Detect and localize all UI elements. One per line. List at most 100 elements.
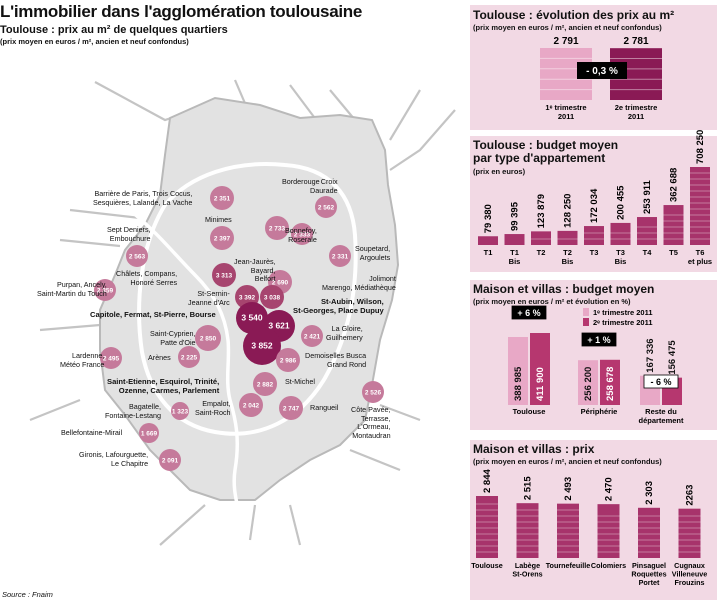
bar-value-label: 256 200 bbox=[583, 367, 594, 401]
district-value: 2 986 bbox=[280, 358, 297, 365]
district-label: Gironis, Lafourguette, Le Chapitre bbox=[79, 450, 149, 468]
bar-category-label: Roquettes bbox=[631, 570, 666, 579]
bar bbox=[508, 337, 528, 405]
district-bubble: 3 540 bbox=[236, 302, 268, 334]
bar-value-label: 156 475 bbox=[667, 340, 678, 375]
district-bubble: 2 351 bbox=[210, 186, 234, 210]
district-value: 2 351 bbox=[214, 196, 231, 203]
district-bubble: 3 038 bbox=[260, 285, 284, 309]
source-note: Source : Fnaim bbox=[2, 590, 53, 599]
district-bubble: 2 042 bbox=[239, 393, 263, 417]
district-bubble: 1 669 bbox=[139, 423, 159, 443]
chart2-subtitle: (prix en euros) bbox=[473, 167, 526, 176]
district-label: Soupetard, Argoulets bbox=[355, 244, 391, 262]
bar-value-label: 79 380 bbox=[483, 204, 494, 233]
bar bbox=[690, 167, 710, 245]
bar-value-label: 128 250 bbox=[563, 194, 574, 228]
district-bubble: 2 850 bbox=[195, 325, 221, 351]
bar-category-label: Portet bbox=[639, 578, 660, 587]
bar-category-label: T2 bbox=[563, 248, 572, 257]
district-label: St-Michel bbox=[285, 377, 315, 386]
legend-swatch bbox=[583, 308, 589, 316]
bar-value-label: 172 034 bbox=[589, 188, 600, 223]
district-bubble-circle bbox=[329, 245, 351, 267]
bar bbox=[610, 222, 631, 245]
district-value: 2 495 bbox=[103, 356, 120, 363]
house-budget-bar: 167 336 bbox=[640, 338, 660, 405]
bar bbox=[476, 496, 498, 558]
district-label: Rangueil bbox=[310, 403, 339, 412]
house-price-bar: 2 493 Tournefeuille bbox=[546, 477, 591, 570]
bar-category-label: T3 bbox=[616, 248, 625, 257]
change-badge-text: + 6 % bbox=[517, 308, 540, 318]
change-badge: - 0,3 % bbox=[577, 62, 627, 79]
bar-value-label: 2 470 bbox=[604, 477, 615, 501]
change-badge-bg bbox=[581, 332, 617, 347]
bar-category-label: Toulouse bbox=[471, 561, 502, 570]
bar bbox=[516, 503, 539, 558]
district-bubble-circle bbox=[212, 263, 236, 287]
district-label: St-Aubin, Wilson, St-Georges, Place Dupu… bbox=[293, 297, 384, 315]
district-bubble-circle bbox=[301, 325, 323, 347]
legend-label: 1ᵉ trimestre 2011 bbox=[593, 308, 653, 317]
district-label: Lardenne, Météo France bbox=[60, 351, 105, 369]
district-label: Jean-Jaurès, Bayard, Belfort bbox=[234, 257, 276, 283]
district-bubble: 1 323 bbox=[171, 402, 189, 420]
district-label: Demoiselles Busca Grand Rond bbox=[305, 351, 367, 369]
bar-value-label: 2 515 bbox=[523, 476, 534, 500]
bar-value-label: 2263 bbox=[685, 485, 696, 506]
bar-category-label: et plus bbox=[688, 257, 712, 266]
bar-value-label: 258 678 bbox=[605, 367, 616, 401]
bar-category-label: 1ᵉ trimestre bbox=[545, 103, 586, 112]
district-value: 2 562 bbox=[318, 205, 335, 212]
apartment-bar: 362 688 T5 bbox=[663, 168, 684, 257]
map: 2 351 2 733 2 562 2 397 2 563 2 333 2 331 3 313… bbox=[29, 79, 456, 546]
house-price-bar: 2 844 Toulouse bbox=[471, 469, 502, 570]
district-label: Châlets, Compans, Honoré Serres bbox=[116, 269, 178, 287]
district-value: 3 392 bbox=[239, 295, 256, 302]
district-value: 3 540 bbox=[241, 313, 263, 323]
district-bubble-circle bbox=[279, 396, 303, 420]
district-bubble-circle bbox=[126, 245, 148, 267]
district-value: 2 526 bbox=[365, 390, 382, 397]
district-bubble: 2 562 bbox=[315, 196, 337, 218]
district-label: Bellefontaine-Mirail bbox=[61, 428, 123, 437]
district-label: Saint-Etienne, Esquirol, Trinité, Ozenne… bbox=[107, 377, 220, 395]
district-label: Côte Pavée, Terrasse, L'Ormeau, Montaudr… bbox=[351, 405, 391, 440]
legend-item: 1ᵉ trimestre 2011 bbox=[583, 308, 653, 317]
bar-value-label: 253 911 bbox=[642, 180, 653, 215]
district-value: 2 397 bbox=[214, 236, 231, 243]
bar bbox=[600, 359, 620, 405]
district-value: 3 852 bbox=[251, 341, 273, 351]
district-value: 2 333 bbox=[294, 232, 311, 239]
district-label: Borderouge bbox=[282, 177, 320, 186]
panel-apartment-budget bbox=[470, 136, 717, 272]
district-bubble: 2 747 bbox=[279, 396, 303, 420]
chart1-subtitle: (prix moyen en euros / m², ancien et neu… bbox=[473, 23, 662, 32]
district-bubble-circle bbox=[265, 216, 289, 240]
district-bubble-circle bbox=[243, 327, 281, 365]
bar bbox=[531, 231, 551, 245]
bar-category-label: Labège bbox=[515, 561, 540, 570]
district-bubble-circle bbox=[139, 423, 159, 443]
district-label: Arènes bbox=[148, 353, 171, 362]
bar-category-label: T1 bbox=[484, 248, 493, 257]
legend-label: 2ᵉ trimestre 2011 bbox=[593, 318, 653, 327]
district-label: Saint-Cyprien, Patte d'Oie bbox=[150, 329, 196, 347]
district-bubble-circle bbox=[315, 196, 337, 218]
district-label: Barrière de Paris, Trois Cocus, Sesquièr… bbox=[93, 189, 193, 207]
house-budget-bar: 411 900 bbox=[530, 333, 550, 405]
bar-category-label: Périphérie bbox=[581, 407, 618, 416]
house-budget-bar: 256 200 bbox=[578, 360, 598, 405]
bar-category-label: Colomiers bbox=[591, 561, 626, 570]
bar bbox=[638, 507, 660, 558]
district-bubble: 2 359 bbox=[94, 279, 116, 301]
chart4-title: Maison et villas : prix bbox=[473, 442, 595, 456]
bar bbox=[578, 360, 598, 405]
map-title: Toulouse : prix au m² de quelques quarti… bbox=[0, 24, 228, 36]
district-value: 2 042 bbox=[243, 403, 260, 410]
bar-category-label: Bis bbox=[562, 257, 574, 266]
